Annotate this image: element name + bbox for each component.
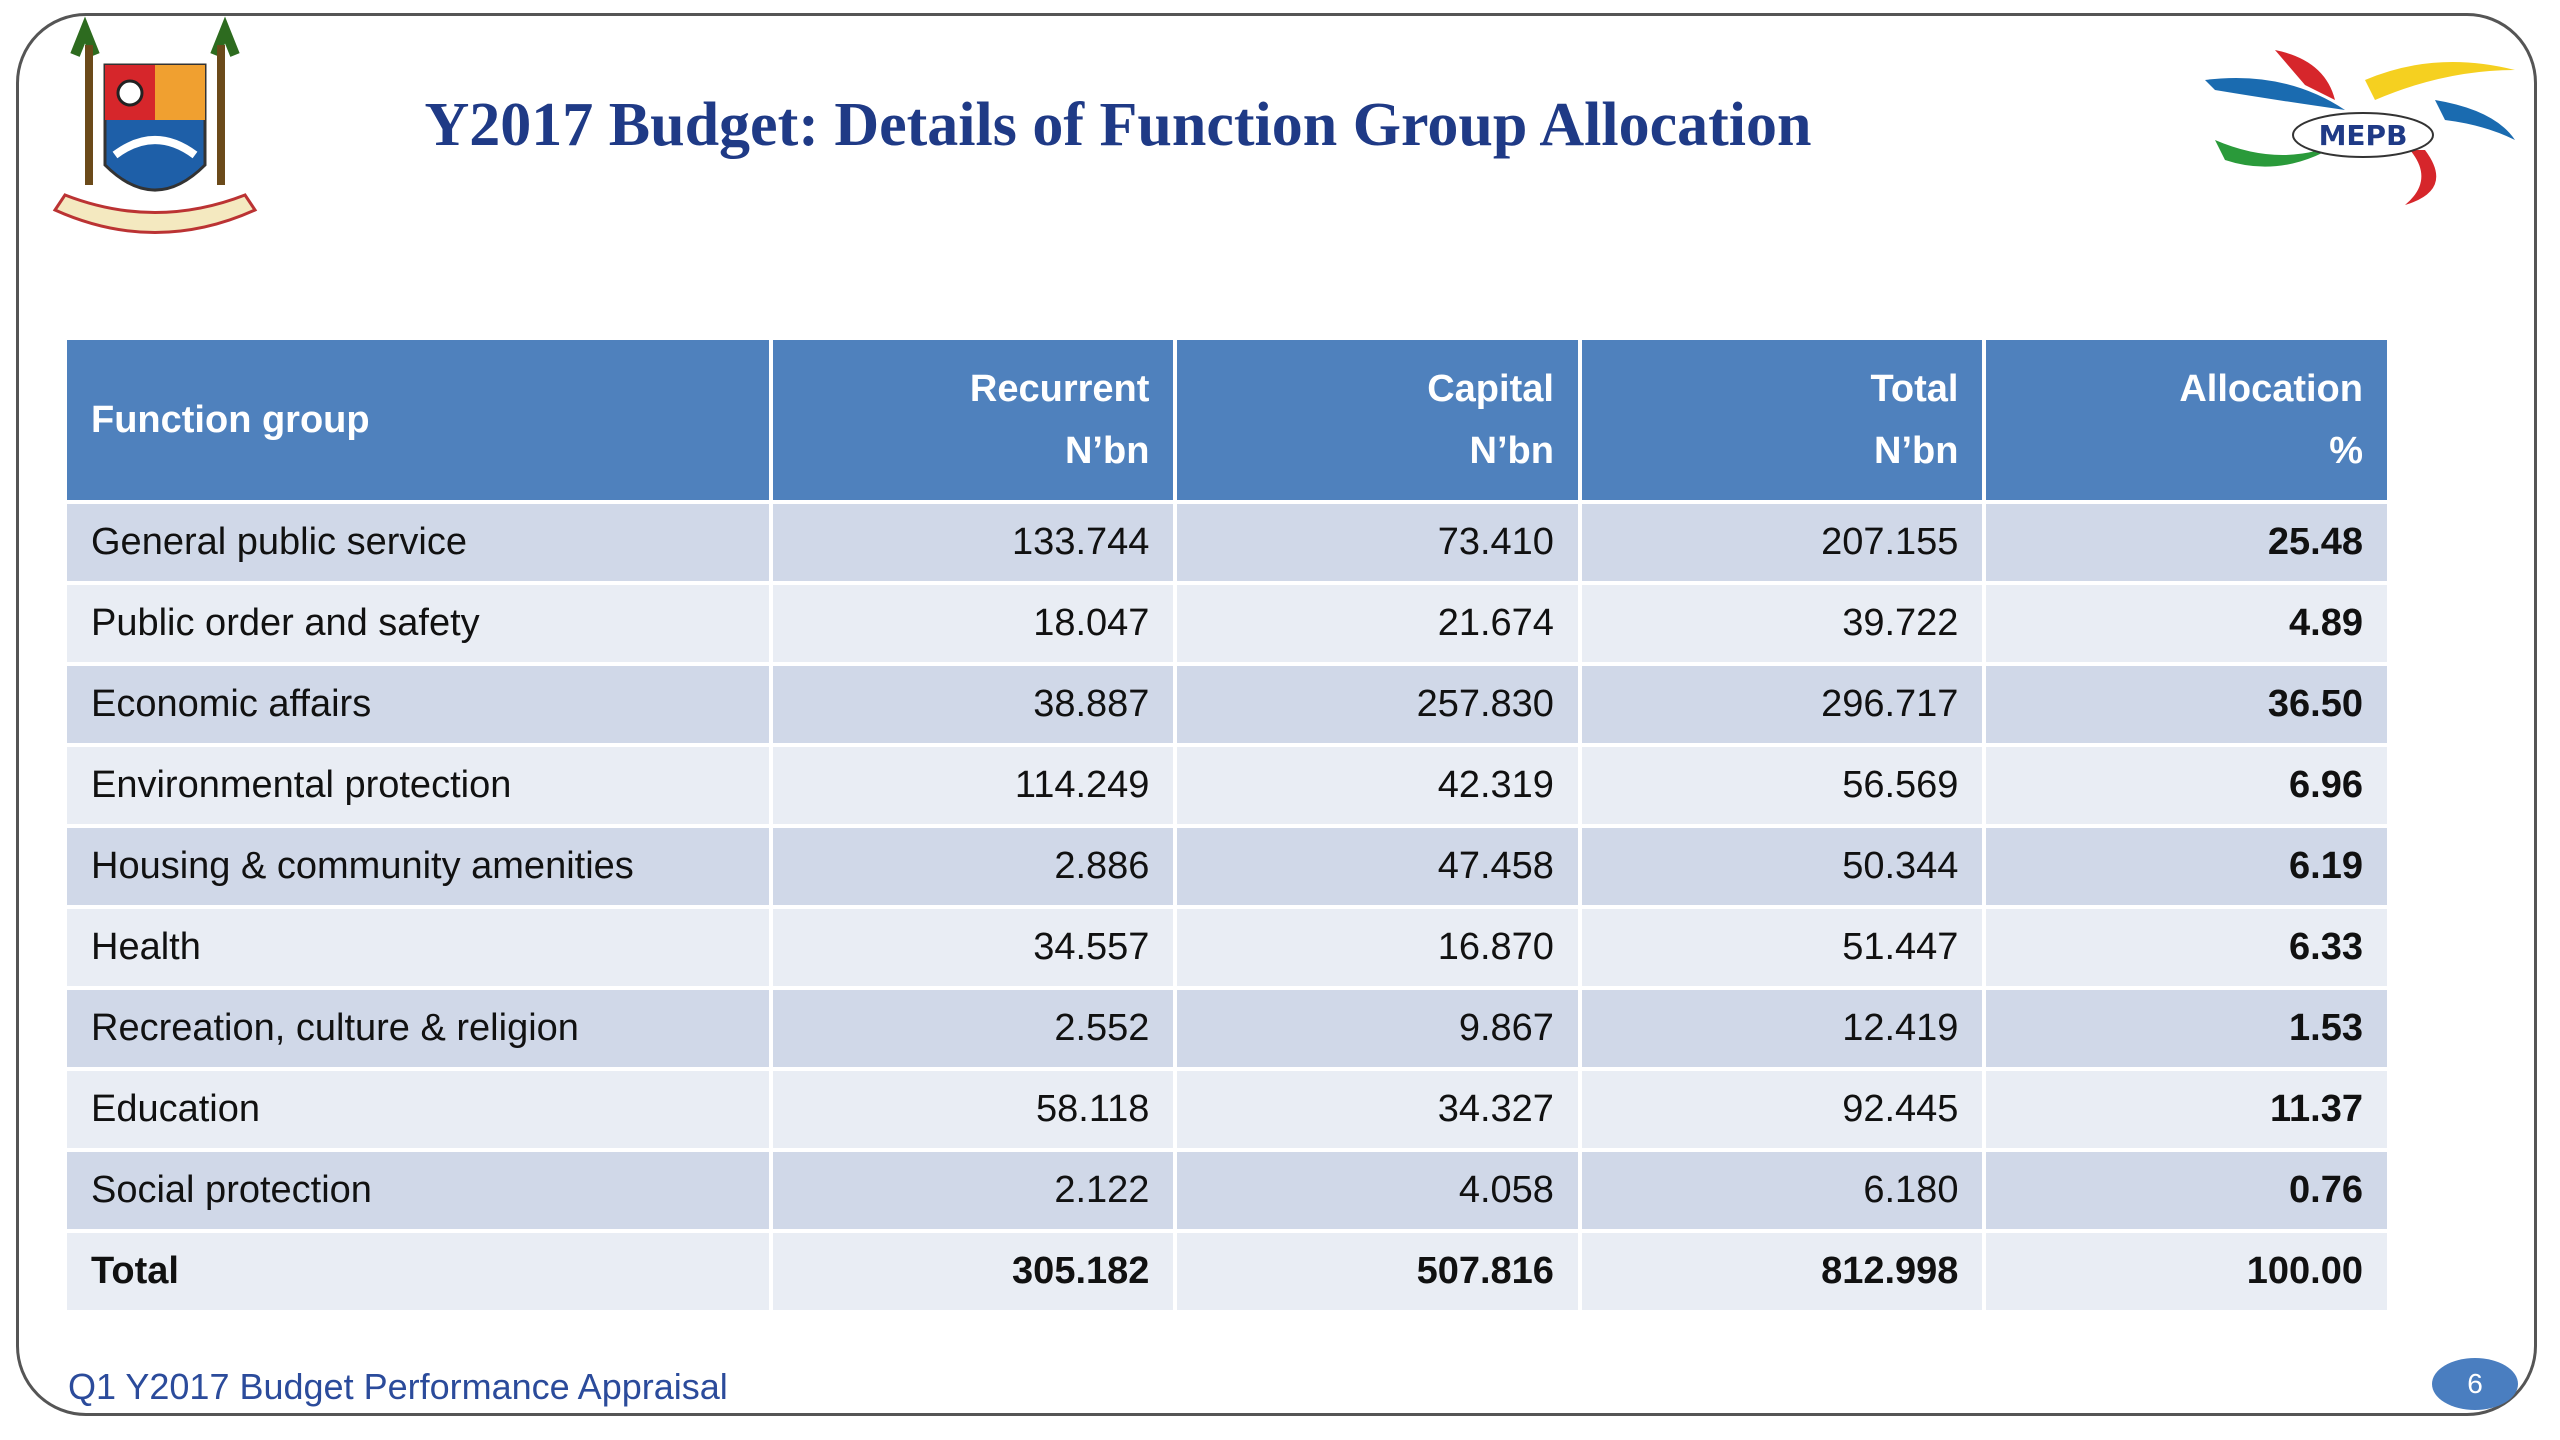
table-cell: Environmental protection bbox=[67, 747, 769, 824]
table-cell: 25.48 bbox=[1986, 504, 2387, 581]
table-cell: 507.816 bbox=[1177, 1233, 1578, 1310]
table-cell: 6.96 bbox=[1986, 747, 2387, 824]
header-line: Total bbox=[1870, 368, 1959, 410]
table-cell: 92.445 bbox=[1581, 1071, 1983, 1148]
header-line: % bbox=[2329, 430, 2363, 472]
table-cell: Social protection bbox=[67, 1152, 769, 1229]
header-line: N’bn bbox=[1874, 430, 1959, 472]
header-line: Allocation bbox=[2179, 368, 2363, 410]
table-cell: 11.37 bbox=[1986, 1071, 2387, 1148]
table-cell: 2.552 bbox=[772, 990, 1174, 1067]
table-row: Housing & community amenities 2.886 47.458… bbox=[67, 828, 2387, 905]
header-line: N’bn bbox=[1469, 430, 1554, 472]
table-cell: 305.182 bbox=[772, 1233, 1174, 1310]
table-cell: Education bbox=[67, 1071, 769, 1148]
header-line: Function group bbox=[91, 399, 370, 441]
table-body: General public service 133.744 73.410 207.1… bbox=[67, 504, 2387, 1310]
table-cell: 38.887 bbox=[772, 666, 1174, 743]
table-cell: 6.19 bbox=[1986, 828, 2387, 905]
table-cell: Housing & community amenities bbox=[67, 828, 769, 905]
table-cell: Public order and safety bbox=[67, 585, 769, 662]
table-cell: General public service bbox=[67, 504, 769, 581]
slide-frame bbox=[16, 13, 2537, 1416]
table-row: Social protection 2.122 4.058 6.180 0.76 bbox=[67, 1152, 2387, 1229]
budget-table: Function group Recurrent N’bn Capital N’bn To… bbox=[63, 336, 2391, 1314]
table-row: Total 305.182 507.816 812.998 100.00 bbox=[67, 1233, 2387, 1310]
table-cell: Health bbox=[67, 909, 769, 986]
table-cell: 114.249 bbox=[772, 747, 1174, 824]
page-number: 6 bbox=[2432, 1358, 2518, 1410]
table-cell: 4.89 bbox=[1986, 585, 2387, 662]
table-cell: 133.744 bbox=[772, 504, 1174, 581]
table-cell: 34.327 bbox=[1177, 1071, 1578, 1148]
table-cell: 12.419 bbox=[1581, 990, 1983, 1067]
header-line: Capital bbox=[1427, 368, 1554, 410]
table-cell: 9.867 bbox=[1177, 990, 1578, 1067]
table-cell: 257.830 bbox=[1177, 666, 1578, 743]
table-row: Environmental protection 114.249 42.319 56.… bbox=[67, 747, 2387, 824]
table-cell: 47.458 bbox=[1177, 828, 1578, 905]
column-header: Function group bbox=[67, 340, 769, 500]
table-cell: 51.447 bbox=[1581, 909, 1983, 986]
table-cell: 39.722 bbox=[1581, 585, 1983, 662]
table-row: General public service 133.744 73.410 207.1… bbox=[67, 504, 2387, 581]
table-cell: 207.155 bbox=[1581, 504, 1983, 581]
header-row: Function group Recurrent N’bn Capital N’bn To… bbox=[67, 340, 2387, 500]
table-cell: 0.76 bbox=[1986, 1152, 2387, 1229]
table-row: Education 58.118 34.327 92.445 11.37 bbox=[67, 1071, 2387, 1148]
table-cell: 56.569 bbox=[1581, 747, 1983, 824]
column-header: Allocation% bbox=[1986, 340, 2387, 500]
table-row: Health 34.557 16.870 51.447 6.33 bbox=[67, 909, 2387, 986]
table-cell: 18.047 bbox=[772, 585, 1174, 662]
mepb-logo: MEPB bbox=[2205, 50, 2515, 205]
table-cell: 34.557 bbox=[772, 909, 1174, 986]
table-cell: 2.886 bbox=[772, 828, 1174, 905]
table-row: Recreation, culture & religion 2.552 9.867… bbox=[67, 990, 2387, 1067]
table-cell: 2.122 bbox=[772, 1152, 1174, 1229]
column-header: Total N’bn bbox=[1581, 340, 1983, 500]
table-cell: 4.058 bbox=[1177, 1152, 1578, 1229]
header-line: Recurrent bbox=[969, 368, 1150, 410]
table-cell: 21.674 bbox=[1177, 585, 1578, 662]
table-cell: Economic affairs bbox=[67, 666, 769, 743]
logo-text: MEPB bbox=[2319, 119, 2408, 152]
table-row: Public order and safety 18.047 21.674 39.72… bbox=[67, 585, 2387, 662]
table-cell: Total bbox=[67, 1233, 769, 1310]
table-cell: 812.998 bbox=[1581, 1233, 1983, 1310]
table-cell: 58.118 bbox=[772, 1071, 1174, 1148]
header-line: N’bn bbox=[1064, 430, 1150, 472]
table-cell: 100.00 bbox=[1986, 1233, 2387, 1310]
footer-text: Q1 Y2017 Budget Performance Appraisal bbox=[68, 1366, 728, 1407]
table-cell: 42.319 bbox=[1177, 747, 1578, 824]
crest-logo bbox=[52, 16, 258, 234]
table-cell: 16.870 bbox=[1177, 909, 1578, 986]
table-row: Economic affairs 38.887 257.830 296.717 36.5… bbox=[67, 666, 2387, 743]
column-header: Capital N’bn bbox=[1177, 340, 1578, 500]
table-cell: Recreation, culture & religion bbox=[67, 990, 769, 1067]
table-cell: 1.53 bbox=[1986, 990, 2387, 1067]
table-cell: 73.410 bbox=[1177, 504, 1578, 581]
column-header: Recurrent N’bn bbox=[772, 340, 1174, 500]
slide-title: Y2017 Budget: Details of Function Group … bbox=[424, 91, 1812, 159]
table-cell: 296.717 bbox=[1581, 666, 1983, 743]
table-cell: 6.33 bbox=[1986, 909, 2387, 986]
table-cell: 6.180 bbox=[1581, 1152, 1983, 1229]
table-cell: 36.50 bbox=[1986, 666, 2387, 743]
table-cell: 50.344 bbox=[1581, 828, 1983, 905]
